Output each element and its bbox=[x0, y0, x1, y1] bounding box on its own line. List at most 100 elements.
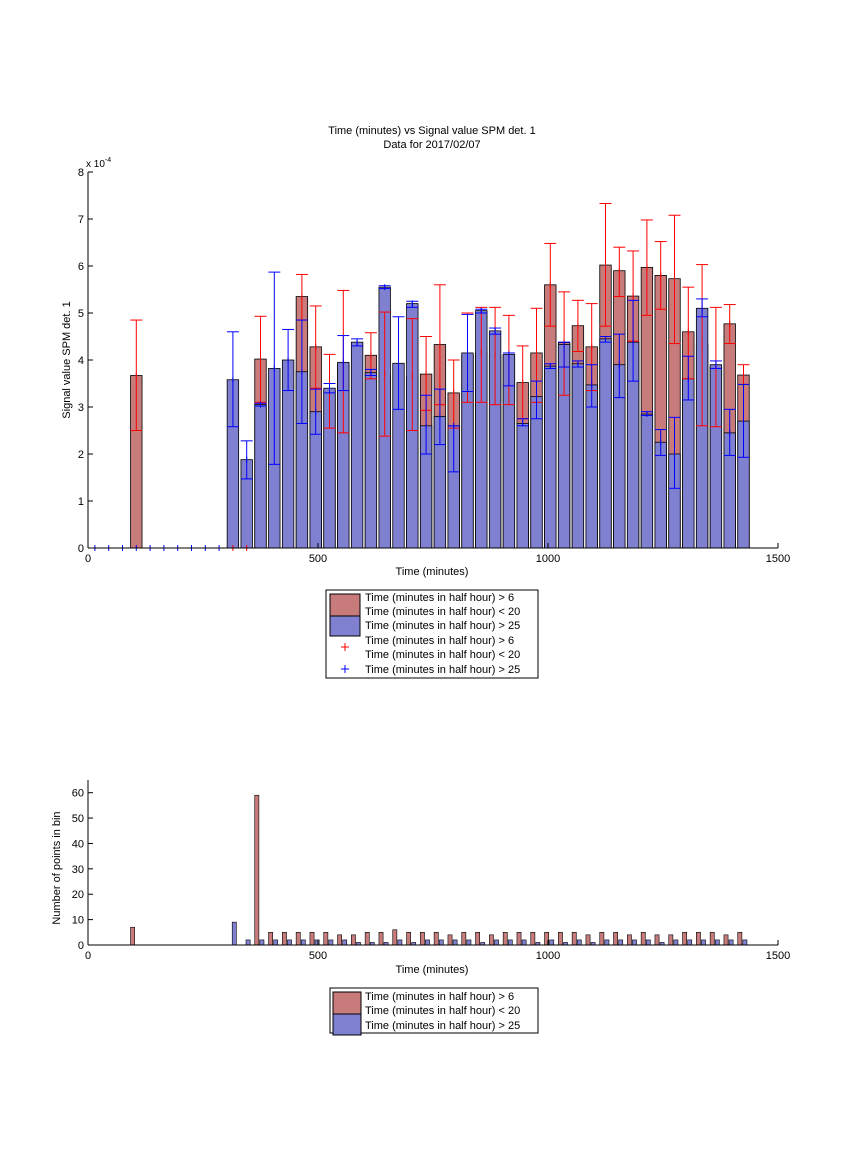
count-axes bbox=[87, 780, 778, 946]
count-red-bar-13 bbox=[420, 932, 425, 946]
blue-errorbar-0 bbox=[226, 331, 239, 428]
red-errorbar-0 bbox=[130, 319, 143, 431]
count-blue-bar-33 bbox=[687, 939, 693, 946]
count-red-bar-14 bbox=[433, 932, 439, 946]
y-tick-label-2: 2 bbox=[78, 449, 84, 461]
count-red-bar-11 bbox=[392, 929, 398, 946]
count-red-bar-10 bbox=[378, 932, 384, 946]
count-blue-bar-19 bbox=[494, 939, 499, 946]
count-red-bar-31 bbox=[668, 934, 674, 946]
y-exponent-label: x 10-4 bbox=[86, 157, 111, 170]
count-blue-bar-25 bbox=[576, 939, 582, 946]
red-errorbar-18 bbox=[544, 242, 557, 327]
count-blue-bar-12 bbox=[397, 939, 403, 946]
count-red-bar-28 bbox=[627, 934, 632, 946]
count-red-bar-16 bbox=[461, 932, 467, 946]
y-tick-label-3: 3 bbox=[78, 402, 84, 414]
red-errorbar-31 bbox=[723, 304, 736, 345]
count-y-axis-label: Number of points in bin bbox=[51, 811, 63, 924]
count-x-tick-label-1: 500 bbox=[309, 950, 327, 962]
red-errorbars bbox=[130, 202, 750, 437]
y-tick-label-7: 7 bbox=[78, 214, 84, 226]
y-tick-label-8: 8 bbox=[78, 167, 84, 179]
blue-errorbar-36 bbox=[723, 408, 736, 456]
count-y-tick-label-3: 30 bbox=[72, 864, 84, 876]
blue-errorbar-27 bbox=[599, 335, 612, 343]
count-red-bar-35 bbox=[723, 934, 729, 946]
count-red-bar-26 bbox=[599, 932, 605, 946]
count-blue-bar-32 bbox=[673, 939, 679, 946]
count-x-tick-label-2: 1000 bbox=[536, 950, 560, 962]
count-y-tick-label-1: 10 bbox=[72, 915, 84, 927]
count-blue-bar-0 bbox=[231, 921, 237, 946]
count-blue-bar-34 bbox=[701, 939, 706, 946]
blue-errorbar-16 bbox=[447, 422, 460, 473]
count-blue-bar-37 bbox=[742, 939, 748, 946]
count-legend-swatch-blue bbox=[332, 1013, 362, 1036]
blue-errorbar-29 bbox=[627, 299, 640, 382]
x-tick-label-0: 0 bbox=[85, 553, 91, 565]
legend-entry-3: Time (minutes in half hour) > 25 bbox=[365, 620, 520, 632]
count-red-bar-6 bbox=[323, 932, 329, 946]
y-tick-label-1: 1 bbox=[78, 496, 84, 508]
blue-bar-21 bbox=[516, 423, 529, 549]
count-red-bar-19 bbox=[502, 932, 508, 946]
count-red-bar-24 bbox=[571, 932, 577, 946]
count-y-tick-label-4: 40 bbox=[72, 838, 84, 850]
count-chart: 0 500 1000 1500 0 10 20 30 40 50 60 Time (minutes)… bbox=[51, 780, 790, 1036]
count-x-tick-label-3: 1500 bbox=[766, 950, 790, 962]
blue-errorbar-2 bbox=[254, 401, 267, 408]
red-errorbar-14 bbox=[489, 306, 502, 406]
count-blue-bar-6 bbox=[314, 939, 320, 946]
blue-errorbar-32 bbox=[668, 416, 681, 489]
count-red-bar-1 bbox=[254, 794, 260, 946]
legend-marker-blue-plus bbox=[341, 665, 349, 673]
count-red-bar-20 bbox=[516, 932, 522, 946]
blue-errorbar-24 bbox=[558, 341, 571, 368]
blue-errorbar-14 bbox=[420, 394, 433, 455]
chart-title: Time (minutes) vs Signal value SPM det. … bbox=[328, 125, 535, 137]
count-legend-entry-2: Time (minutes in half hour) < 20 bbox=[365, 1005, 520, 1017]
blue-bar-30 bbox=[640, 413, 654, 549]
legend-entry-4: Time (minutes in half hour) > 6 bbox=[365, 635, 514, 647]
x-tick-label-1: 500 bbox=[309, 553, 327, 565]
count-red-bar-8 bbox=[351, 934, 356, 946]
blue-errorbar-10 bbox=[364, 368, 377, 377]
red-errorbar-23 bbox=[613, 246, 626, 298]
red-errorbar-27 bbox=[668, 214, 681, 345]
blue-errorbar-26 bbox=[585, 364, 598, 408]
count-blue-bar-23 bbox=[549, 939, 555, 946]
blue-errorbar-4 bbox=[282, 328, 295, 392]
y-tick-label-4: 4 bbox=[78, 355, 84, 367]
blue-errorbar-18 bbox=[475, 307, 488, 314]
count-red-bar-0 bbox=[130, 926, 135, 946]
blue-errorbar-28 bbox=[613, 333, 626, 399]
count-legend-entry-1: Time (minutes in half hour) > 6 bbox=[365, 991, 514, 1003]
count-red-bar-7 bbox=[337, 934, 342, 946]
count-red-bar-15 bbox=[447, 934, 453, 946]
count-red-bar-23 bbox=[558, 932, 563, 946]
red-errorbar-26 bbox=[654, 241, 667, 310]
x-tick-label-3: 1500 bbox=[766, 553, 790, 565]
blue-bar-26 bbox=[585, 384, 598, 549]
x-axis-label: Time (minutes) bbox=[396, 566, 469, 578]
blue-errorbar-25 bbox=[571, 360, 584, 368]
count-red-bar-25 bbox=[585, 934, 591, 946]
count-blue-bar-35 bbox=[714, 939, 720, 946]
count-blue-bar-14 bbox=[425, 939, 430, 946]
count-y-tick-label-2: 20 bbox=[72, 889, 84, 901]
blue-errorbar-11 bbox=[378, 284, 391, 291]
red-errorbar-1 bbox=[254, 315, 267, 403]
legend: Time (minutes in half hour) > 6 Time (mi… bbox=[325, 589, 539, 679]
blue-errorbar-19 bbox=[489, 327, 502, 335]
chart-subtitle: Data for 2017/02/07 bbox=[383, 139, 480, 151]
blue-errorbar-22 bbox=[530, 380, 543, 420]
blue-errorbar-17 bbox=[461, 313, 474, 392]
x-tick-label-2: 1000 bbox=[536, 553, 560, 565]
count-red-bar-4 bbox=[295, 932, 301, 946]
count-red-bar-18 bbox=[489, 934, 494, 946]
count-red-bar-21 bbox=[530, 932, 536, 946]
blue-bar-31 bbox=[654, 441, 667, 549]
